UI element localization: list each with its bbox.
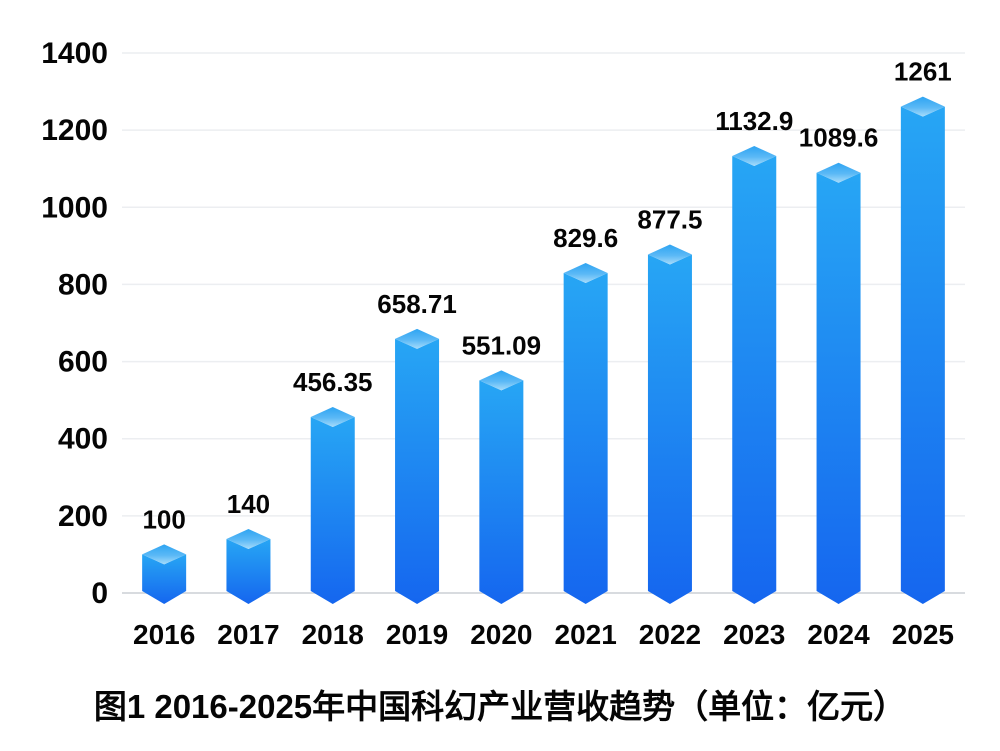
y-axis-tick-label: 1200 [41,114,108,147]
bar-group [900,96,945,604]
bar-group [647,244,692,605]
bar-top-face [647,244,692,265]
x-axis-tick-label: 2022 [639,619,701,650]
value-label: 1261 [894,57,952,87]
x-axis-tick-label: 2024 [807,619,870,650]
value-label: 551.09 [462,330,542,360]
bar-top-face [226,529,271,549]
bar-top-face [142,544,187,565]
bar-group [563,263,608,604]
bar-group [479,370,524,604]
bar-top-face [732,146,777,167]
bar-top-face [479,370,524,391]
chart-caption: 图1 2016-2025年中国科幻产业营收趋势（单位：亿元） [93,688,907,725]
y-axis-tick-label: 0 [91,577,108,610]
bar [900,106,945,604]
y-axis-tick-label: 200 [58,500,108,533]
y-axis-tick-label: 1000 [41,191,108,224]
x-axis-tick-label: 2023 [723,619,785,650]
x-axis-tick-label: 2018 [302,619,364,650]
x-axis-tick-label: 2021 [555,619,617,650]
bar [310,416,355,604]
bar [732,156,777,604]
bar-top-face [816,162,861,183]
bar-top-face [563,263,608,284]
value-label: 829.6 [553,223,618,253]
bar-group [732,146,777,604]
bar [816,172,861,604]
bar-top-face [900,96,945,117]
bar-top-face [310,406,355,427]
bar-group [816,162,861,604]
y-axis-tick-label: 1400 [41,37,108,70]
bar [647,254,692,605]
revenue-bar-chart: 0 200 400 600 800 1000 1200 1400 100 2016 140 2017 4… [41,37,965,650]
bar-group [310,406,355,604]
bar [142,554,187,604]
y-axis-tick-label: 600 [58,346,108,379]
bar [395,338,440,604]
value-label: 658.71 [377,289,457,319]
x-axis-tick-label: 2020 [470,619,532,650]
value-label: 1089.6 [799,123,879,153]
bar-top-face [395,328,440,349]
x-axis-tick-label: 2025 [892,619,954,650]
x-axis-tick-label: 2017 [217,619,279,650]
bar [226,539,271,604]
bar-group [395,328,440,604]
value-label: 877.5 [637,205,702,235]
y-axis-tick-label: 400 [58,423,108,456]
bar-group [142,544,187,604]
value-label: 100 [142,504,185,534]
bar [479,380,524,604]
bar [563,273,608,604]
x-axis-tick-label: 2019 [386,619,448,650]
bar-group [226,529,271,604]
x-axis-tick-label: 2016 [133,619,195,650]
value-label: 140 [227,489,270,519]
y-axis-tick-label: 800 [58,268,108,301]
value-label: 456.35 [293,367,373,397]
value-label: 1132.9 [715,106,793,136]
